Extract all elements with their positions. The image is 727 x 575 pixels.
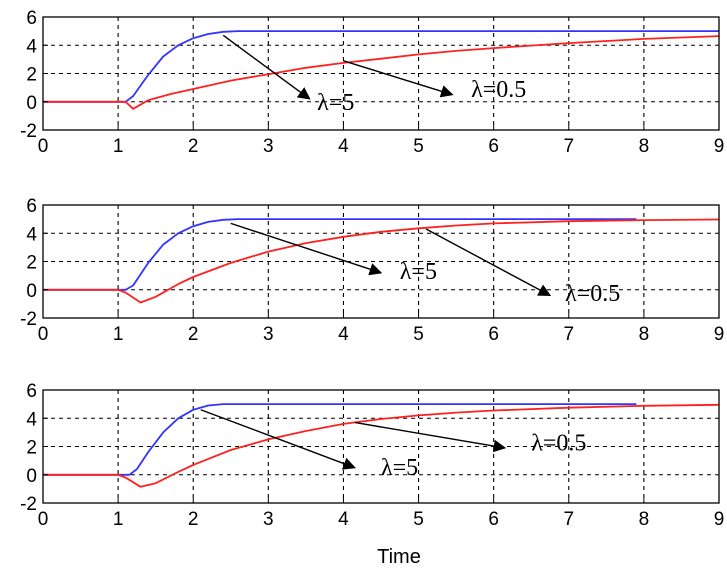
x-tick-label: 0 — [38, 324, 49, 345]
x-tick-label: 9 — [714, 136, 725, 157]
x-tick-label: 8 — [639, 509, 650, 530]
annotation-arrow — [425, 228, 552, 297]
y-tick-label: 6 — [26, 196, 37, 217]
y-tick-label: 6 — [26, 381, 37, 402]
annotation-label: λ=5 — [400, 259, 437, 285]
y-tick-label: 4 — [26, 224, 37, 245]
x-tick-label: 1 — [113, 324, 124, 345]
x-tick-label: 7 — [563, 509, 574, 530]
annotation-arrow — [343, 60, 454, 98]
annotation-arrow — [354, 421, 507, 453]
series-line-2 — [43, 403, 720, 488]
x-tick-label: 3 — [263, 324, 274, 345]
x-tick-label: 0 — [38, 136, 49, 157]
x-tick-label: 4 — [338, 509, 349, 530]
y-tick-label: 0 — [26, 466, 37, 487]
x-tick-label: 3 — [263, 509, 274, 530]
annotation-label: λ=0.5 — [565, 281, 620, 307]
y-tick-label: 0 — [26, 281, 37, 302]
x-axis-label: Time — [377, 546, 421, 568]
x-tick-label: 7 — [563, 136, 574, 157]
x-tick-label: 9 — [714, 324, 725, 345]
x-tick-label: 0 — [38, 509, 49, 530]
annotation-arrow — [222, 34, 311, 100]
y-tick-label: -2 — [20, 494, 37, 515]
x-tick-label: 5 — [413, 136, 424, 157]
series-line-1 — [43, 218, 637, 291]
x-tick-label: 6 — [488, 509, 499, 530]
x-tick-label: 2 — [188, 324, 199, 345]
annotation-label: λ=5 — [317, 90, 354, 116]
x-tick-label: 6 — [488, 324, 499, 345]
x-tick-label: 7 — [563, 324, 574, 345]
y-tick-label: -2 — [20, 121, 37, 142]
annotation-label: λ=0.5 — [531, 431, 586, 457]
y-tick-label: 4 — [26, 409, 37, 430]
x-tick-label: 3 — [263, 136, 274, 157]
y-tick-label: 4 — [26, 36, 37, 57]
x-tick-label: 1 — [113, 509, 124, 530]
x-tick-label: 1 — [113, 136, 124, 157]
y-tick-label: -2 — [20, 309, 37, 330]
x-tick-label: 2 — [188, 509, 199, 530]
annotation-label: λ=5 — [381, 455, 418, 481]
x-tick-label: 6 — [488, 136, 499, 157]
y-tick-label: 2 — [26, 253, 37, 274]
x-tick-label: 9 — [714, 509, 725, 530]
annotation-arrow — [200, 409, 356, 470]
series-line-1 — [43, 30, 719, 103]
series-line-2 — [43, 218, 720, 304]
x-tick-label: 5 — [413, 509, 424, 530]
y-tick-label: 2 — [26, 438, 37, 459]
x-tick-label: 4 — [338, 324, 349, 345]
annotation-arrow — [230, 222, 383, 276]
series-line-1 — [43, 403, 637, 476]
y-tick-label: 2 — [26, 65, 37, 86]
series-line-2 — [43, 35, 720, 110]
x-tick-label: 8 — [639, 324, 650, 345]
y-tick-label: 6 — [26, 8, 37, 29]
x-tick-label: 2 — [188, 136, 199, 157]
x-tick-label: 5 — [413, 324, 424, 345]
y-tick-label: 0 — [26, 93, 37, 114]
annotation-label: λ=0.5 — [471, 77, 526, 103]
x-tick-label: 8 — [639, 136, 650, 157]
x-tick-label: 4 — [338, 136, 349, 157]
